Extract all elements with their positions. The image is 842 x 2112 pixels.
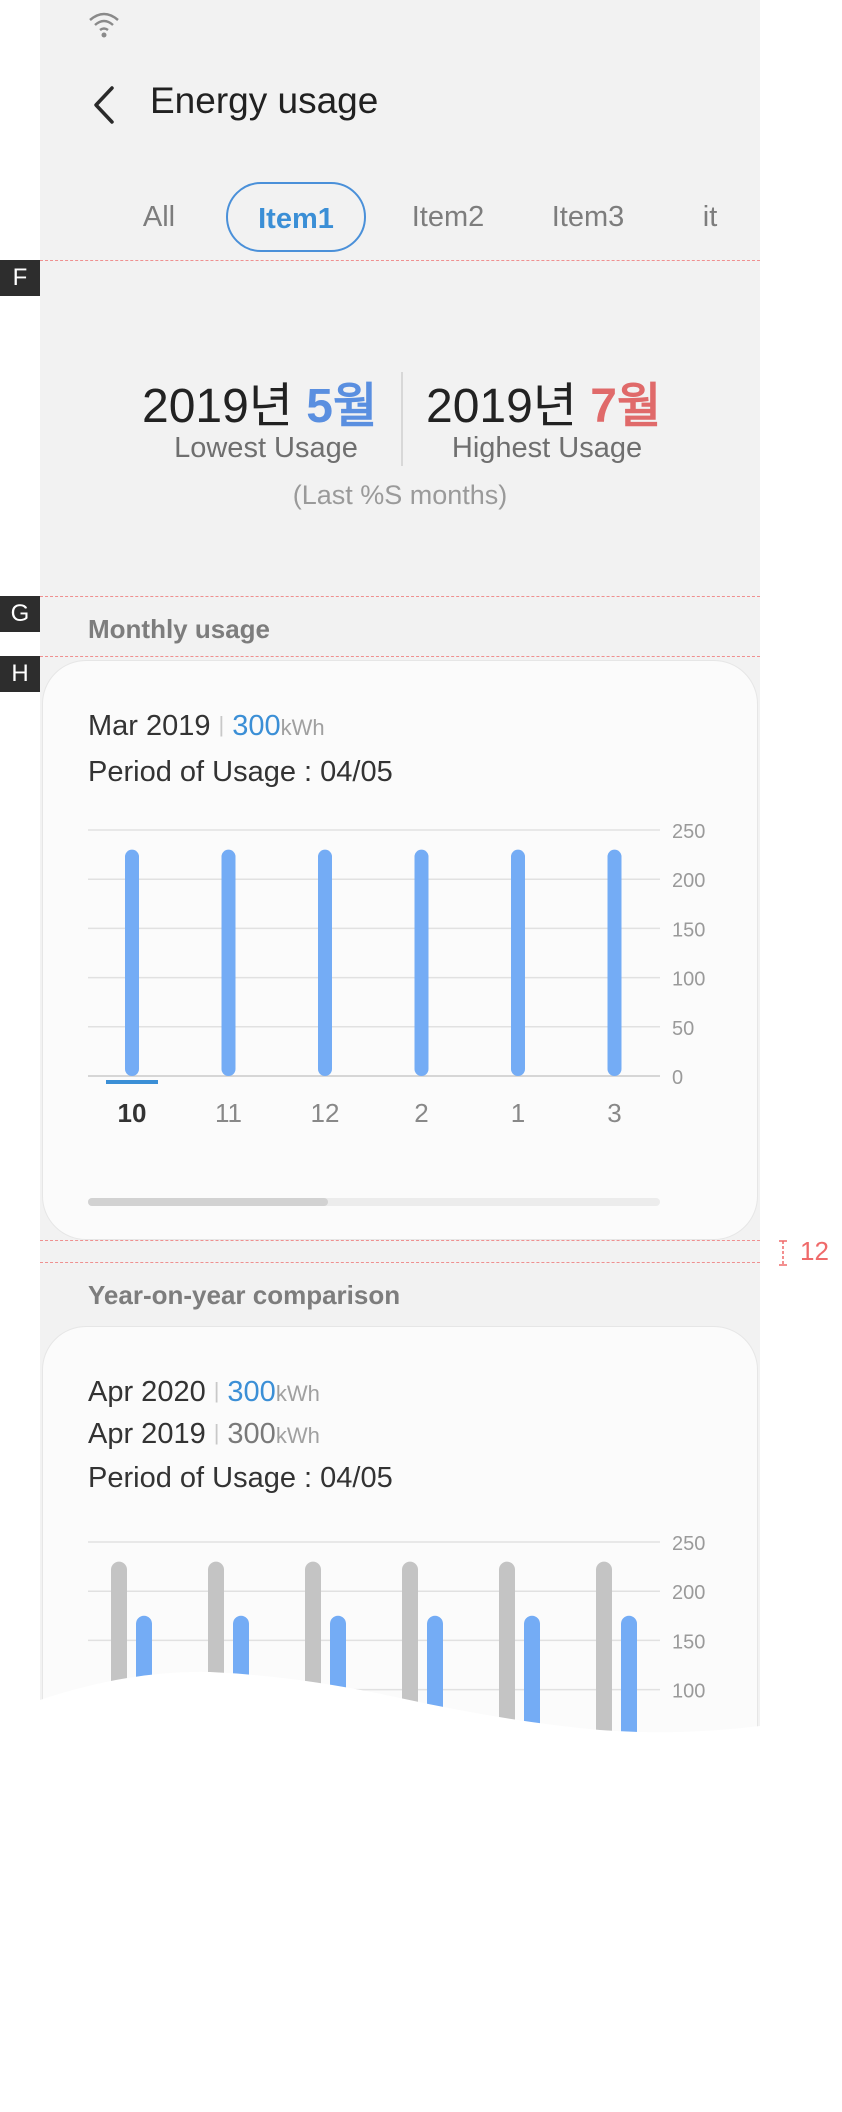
- guide-line: [40, 656, 760, 657]
- bar-previous-year: [596, 1561, 612, 1740]
- page-title: Energy usage: [150, 80, 379, 121]
- chart-scroll-thumb[interactable]: [88, 1198, 328, 1206]
- monthly-usage-header: Monthly usage: [88, 614, 271, 644]
- monthly-period: Mar 2019: [88, 710, 211, 742]
- monthly-usage-chart: 250 200 150 100 50 0 10 11 12 2 1 3: [88, 820, 758, 1160]
- spacing-value: 12: [800, 1236, 829, 1266]
- yoy-current-summary: Apr 2020 | 300kWh: [88, 1376, 320, 1409]
- yoy-previous-period: Apr 2019: [88, 1418, 206, 1450]
- separator: |: [213, 1420, 220, 1445]
- monthly-usage-summary: Mar 2019 | 300kWh: [88, 710, 325, 743]
- bar-current-year: [621, 1615, 637, 1740]
- summary-divider: [401, 372, 403, 466]
- marker-g: G: [0, 596, 40, 632]
- highest-usage-label: Highest Usage: [451, 432, 643, 464]
- selected-indicator: [106, 1080, 158, 1084]
- guide-line: [40, 260, 760, 261]
- y-tick-label: 50: [672, 1018, 694, 1040]
- y-tick-label: 250: [672, 821, 705, 843]
- y-tick-label: 200: [672, 1582, 705, 1604]
- separator: |: [218, 712, 225, 737]
- tab-item2[interactable]: Item2: [411, 201, 485, 233]
- tab-item3[interactable]: Item3: [551, 201, 625, 233]
- yoy-current-period: Apr 2020: [88, 1376, 206, 1408]
- guide-line: [40, 1262, 760, 1263]
- y-tick-label: 0: [672, 1067, 683, 1089]
- x-tick-label: 3: [607, 1098, 621, 1128]
- yoy-comparison-header: Year-on-year comparison: [88, 1280, 401, 1310]
- torn-edge: [40, 1671, 760, 1740]
- y-tick-label: 150: [672, 919, 705, 941]
- yoy-previous-value: 300: [227, 1418, 276, 1450]
- lowest-month: 5월: [306, 380, 378, 433]
- yoy-previous-unit: kWh: [275, 1423, 320, 1448]
- lowest-usage-date: 2019년 5월: [142, 366, 377, 436]
- monthly-unit: kWh: [280, 715, 325, 740]
- tab-item1[interactable]: Item1: [226, 182, 366, 252]
- marker-h: H: [0, 656, 40, 692]
- monthly-usage-period: Period of Usage : 04/05: [88, 756, 393, 788]
- x-tick-label: 1: [511, 1098, 525, 1128]
- x-tick-label: 2: [414, 1098, 428, 1128]
- highest-year: 2019년: [426, 380, 577, 433]
- separator: |: [213, 1378, 220, 1403]
- back-arrow-icon[interactable]: [84, 80, 124, 130]
- highest-usage-date: 2019년 7월: [426, 366, 661, 436]
- yoy-usage-period: Period of Usage : 04/05: [88, 1462, 393, 1494]
- bar-current-year: [524, 1615, 540, 1740]
- x-tick-label: 10: [118, 1098, 147, 1128]
- highest-month: 7월: [590, 380, 662, 433]
- y-tick-label: 100: [672, 969, 705, 991]
- tab-all[interactable]: All: [142, 201, 176, 233]
- y-tick-label: 250: [672, 1533, 705, 1555]
- yoy-comparison-card: [42, 1326, 758, 1740]
- y-tick-label: 150: [672, 1631, 705, 1653]
- bar-previous-year: [402, 1561, 418, 1740]
- spacing-indicator-icon: [779, 1240, 787, 1266]
- lowest-year: 2019년: [142, 380, 293, 433]
- x-tick-label: 12: [311, 1098, 340, 1128]
- bar: [414, 849, 429, 1076]
- yoy-previous-summary: Apr 2019 | 300kWh: [88, 1418, 320, 1451]
- bar: [607, 849, 622, 1076]
- bar-previous-year: [499, 1561, 515, 1740]
- wifi-icon: [89, 12, 119, 38]
- guide-line: [40, 1240, 760, 1241]
- yoy-current-unit: kWh: [275, 1381, 320, 1406]
- months-note: (Last %S months): [292, 480, 508, 510]
- bar: [318, 849, 332, 1076]
- lowest-usage-label: Lowest Usage: [174, 432, 358, 464]
- y-tick-label: 100: [672, 1681, 705, 1703]
- bar: [221, 849, 236, 1076]
- guide-line: [40, 596, 760, 597]
- monthly-value: 300: [232, 710, 281, 742]
- y-tick-label: 200: [672, 870, 705, 892]
- phone-screen: Energy usage All Item1 Item2 Item3 it 20…: [40, 0, 760, 1740]
- bar: [125, 849, 139, 1076]
- yoy-current-value: 300: [227, 1376, 276, 1408]
- tab-it[interactable]: it: [702, 201, 718, 233]
- x-tick-label: 11: [215, 1098, 242, 1128]
- marker-f: F: [0, 260, 40, 296]
- bar: [511, 849, 525, 1076]
- chart-scrollbar[interactable]: [88, 1198, 660, 1206]
- monthly-usage-card: [42, 660, 758, 1240]
